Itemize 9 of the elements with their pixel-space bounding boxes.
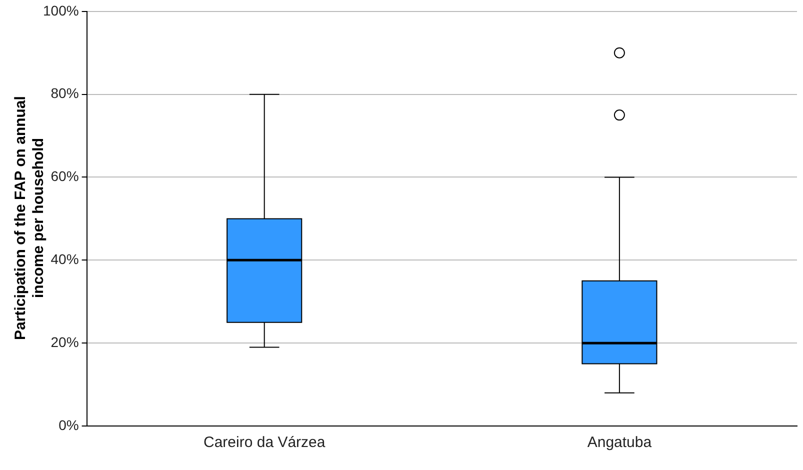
x-tick-label: Angatuba <box>587 434 652 452</box>
y-tick-label: 20% <box>50 334 79 350</box>
y-tick-label: 100% <box>42 2 79 18</box>
x-tick-label: Careiro da Várzea <box>203 434 326 452</box>
y-tick-label: 60% <box>50 168 79 184</box>
y-tick-label: 0% <box>58 416 79 433</box>
y-axis-title: Participation of the FAP on annual income per household <box>12 95 48 342</box>
y-tick-label: 40% <box>50 251 79 268</box>
y-tick-label: 80% <box>50 85 79 102</box>
